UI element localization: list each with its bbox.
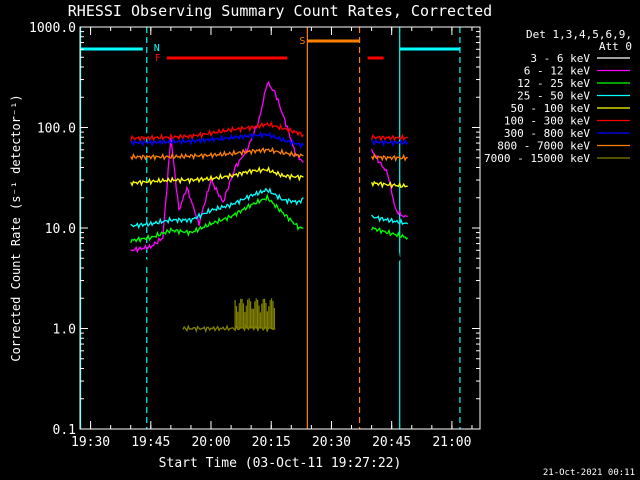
y-tick-label: 100.0 [37, 122, 76, 137]
legend-label: 800 - 7000 keV [497, 140, 590, 153]
x-tick-label: 20:45 [372, 435, 411, 450]
y-tick-label: 10.0 [45, 222, 76, 237]
x-tick-label: 19:45 [131, 435, 170, 450]
chart-title: RHESSI Observing Summary Count Rates, Co… [68, 2, 492, 20]
legend-label: 7000 - 15000 keV [484, 152, 590, 165]
series-line [371, 226, 409, 240]
legend-label: 12 - 25 keV [517, 77, 590, 90]
series-line [371, 153, 408, 163]
legend-label: 50 - 100 keV [511, 102, 591, 115]
flag-label-f: F [155, 53, 161, 64]
x-tick-label: 19:30 [71, 435, 110, 450]
series-line [371, 214, 409, 226]
series-line [130, 187, 304, 230]
legend-label: 25 - 50 keV [517, 90, 590, 103]
series-line [371, 138, 409, 148]
series-line [130, 131, 304, 150]
legend-title: Att 0 [599, 40, 632, 53]
plot-frame [79, 26, 481, 430]
y-tick-label: 0.1 [53, 423, 76, 438]
series-line [130, 80, 304, 254]
olive-spikes [234, 298, 275, 329]
series-line [130, 120, 304, 143]
plot-area: NF S [79, 27, 461, 429]
series-line [370, 148, 408, 218]
series-line [130, 165, 304, 187]
series-line [182, 324, 276, 334]
series-line [371, 142, 409, 262]
flag-label-n: N [154, 43, 160, 54]
legend-title: Det 1,3,4,5,6,9, [526, 28, 632, 41]
x-tick-label: 20:00 [191, 435, 230, 450]
x-axis-label: Start Time (03-Oct-11 19:27:22) [159, 456, 402, 471]
series-line [370, 180, 408, 189]
axes: 1000.0 100.0 10.0 1.0 0.119:30 19:45 20:00 20:1… [29, 21, 481, 450]
series-line [370, 133, 408, 142]
flag-label-s: S [299, 36, 305, 47]
series-line [130, 88, 304, 329]
legend-label: 300 - 800 keV [504, 127, 590, 140]
legend-label: 100 - 300 keV [504, 115, 590, 128]
x-tick-label: 21:00 [432, 435, 471, 450]
legend-label: 6 - 12 keV [524, 65, 591, 78]
y-axis-label: Corrected Count Rate (s⁻¹ detector⁻¹) [9, 94, 23, 361]
legend-label: 3 - 6 keV [530, 52, 590, 65]
footer-date: 21-Oct-2021 00:11 [543, 468, 635, 478]
y-tick-label: 1.0 [53, 323, 76, 338]
x-tick-label: 20:30 [312, 435, 351, 450]
y-tick-label: 1000.0 [29, 21, 76, 36]
x-tick-label: 20:15 [252, 435, 291, 450]
series-line [130, 146, 304, 162]
series-line [130, 192, 304, 244]
